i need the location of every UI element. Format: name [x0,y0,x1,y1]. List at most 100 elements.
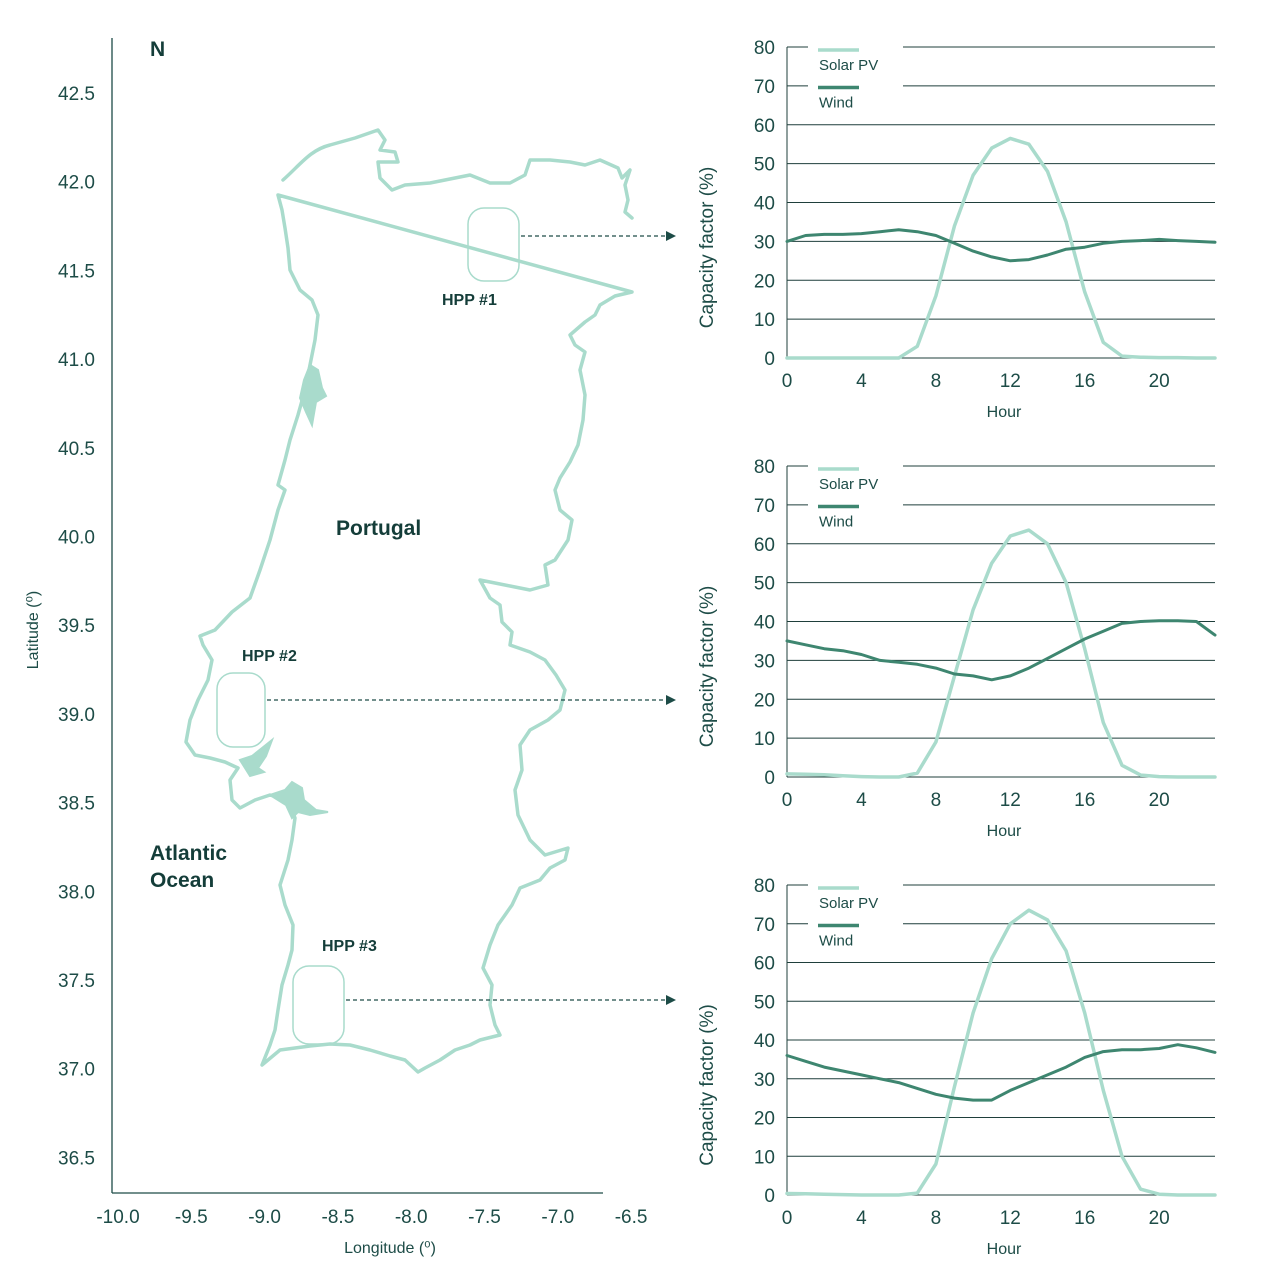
y-tick-label: 60 [754,954,775,975]
legend-label: Solar PV [819,895,878,912]
hpp-3-box [292,965,345,1045]
map-y-tick-label: 36.5 [58,1148,95,1169]
legend-label: Solar PV [819,57,878,74]
series-line-solar-pv [785,136,1217,360]
x-tick-label: 16 [1074,790,1095,811]
map-y-tick-label: 41.0 [58,350,95,371]
map-y-tick-label: 41.5 [58,261,95,282]
y-axis-label: Capacity factor (%) [697,1004,718,1166]
chart-2: 0 10 20 30 40 50 60 70 80 0 4 8 12 16 20 Hour Capacity f… [697,457,1217,840]
x-axis-label: Hour [987,1241,1022,1258]
y-tick-label: 20 [754,271,775,292]
y-tick-label: 0 [764,768,775,789]
ocean-label: Atlantic Ocean [150,842,233,892]
y-tick-label: 20 [754,690,775,711]
x-tick-label: 8 [931,1208,942,1229]
hpp-2-label: HPP #2 [242,648,297,665]
x-tick-label: 12 [1000,790,1021,811]
map-x-tick-label: -10.0 [96,1207,139,1228]
y-tick-label: 30 [754,232,775,253]
map-y-tick-label: 42.5 [58,84,95,105]
series-line-wind [785,228,1217,263]
y-tick-label: 10 [754,310,775,331]
x-tick-label: 0 [782,790,793,811]
y-tick-label: 70 [754,915,775,936]
map-x-tick-label: -9.0 [248,1207,281,1228]
tagus-estuary [238,736,275,778]
x-tick-label: 4 [856,1208,867,1229]
legend-label: Solar PV [819,476,878,493]
map-y-tick-label: 39.5 [58,616,95,637]
y-tick-label: 80 [754,876,775,897]
x-tick-label: 20 [1149,1208,1170,1229]
map-x-tick-label: -7.0 [541,1207,574,1228]
legend-label: Wind [819,514,853,531]
map-x-tick-label: -9.5 [175,1207,208,1228]
map-x-tick-labels: -10.0 -9.5 -9.0 -8.5 -8.0 -7.5 -7.0 -6.5 [96,1207,647,1228]
y-tick-label: 0 [764,1186,775,1207]
y-tick-label: 20 [754,1109,775,1130]
y-tick-label: 10 [754,1147,775,1168]
x-axis-label: Hour [987,404,1022,421]
y-tick-label: 60 [754,535,775,556]
x-tick-label: 12 [1000,371,1021,392]
hpp-1-box [467,207,520,282]
map-y-tick-label: 40.5 [58,439,95,460]
ocean-label-line-2: Ocean [150,869,214,892]
sado-estuary [267,780,329,820]
hpp-3-label: HPP #3 [322,938,377,955]
y-tick-label: 0 [764,349,775,370]
map-y-axis-label: Latitude (⁰) [25,591,42,669]
map-x-tick-label: -7.5 [468,1207,501,1228]
x-tick-label: 0 [782,371,793,392]
map-y-tick-label: 40.0 [58,528,95,549]
series-line-solar-pv [785,908,1217,1197]
map-x-tick-label: -8.0 [395,1207,428,1228]
hpp-1-marker: HPP #1 [442,207,676,309]
x-tick-label: 8 [931,371,942,392]
chart-3: 0 10 20 30 40 50 60 70 80 0 4 8 12 16 20 Hour Capacity f… [697,876,1217,1258]
x-tick-label: 20 [1149,790,1170,811]
x-tick-label: 8 [931,790,942,811]
map-panel: N 42.5 42.0 41.5 41.0 40.5 40.0 39.5 39.0 38.5 38… [25,38,676,1257]
map-x-tick-label: -8.5 [322,1207,355,1228]
y-tick-label: 80 [754,38,775,59]
y-tick-label: 80 [754,457,775,478]
country-label: Portugal [336,517,421,540]
y-tick-label: 60 [754,116,775,137]
legend-label: Wind [819,95,853,112]
north-label: N [150,38,165,61]
y-tick-label: 50 [754,155,775,176]
y-axis-label: Capacity factor (%) [697,167,718,329]
map-x-axis-label: Longitude (⁰) [344,1240,436,1257]
x-tick-label: 16 [1074,1208,1095,1229]
y-tick-label: 40 [754,613,775,634]
y-tick-label: 30 [754,1070,775,1091]
hpp-2-arrowhead [666,695,676,705]
series-line-wind [785,1043,1217,1102]
map-y-tick-label: 37.0 [58,1060,95,1081]
map-y-tick-label: 38.5 [58,794,95,815]
map-y-tick-label: 38.0 [58,882,95,903]
y-tick-label: 50 [754,992,775,1013]
y-tick-label: 70 [754,496,775,517]
y-tick-label: 40 [754,194,775,215]
map-y-tick-label: 42.0 [58,173,95,194]
hpp-1-arrowhead [666,231,676,241]
hpp-1-label: HPP #1 [442,292,497,309]
series-line-solar-pv [785,528,1217,779]
x-tick-label: 4 [856,790,867,811]
x-tick-label: 20 [1149,371,1170,392]
x-tick-label: 16 [1074,371,1095,392]
chart-1: 0 10 20 30 40 50 60 70 80 0 4 8 12 16 20 Hour Capacity f… [697,38,1217,421]
ocean-label-line-1: Atlantic [150,842,227,865]
map-x-tick-label: -6.5 [615,1207,648,1228]
y-axis-label: Capacity factor (%) [697,586,718,748]
x-tick-label: 0 [782,1208,793,1229]
hpp-3-marker: HPP #3 [292,938,676,1045]
y-tick-label: 10 [754,729,775,750]
map-y-tick-labels: 42.5 42.0 41.5 41.0 40.5 40.0 39.5 39.0 38.5 38.0… [58,84,95,1169]
aveiro-lagoon [298,363,328,429]
